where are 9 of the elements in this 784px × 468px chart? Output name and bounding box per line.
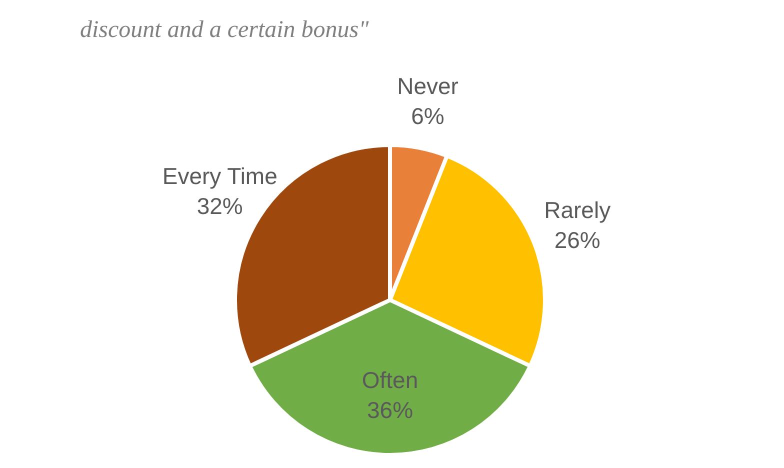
slice-label: Rarely [544,196,612,223]
slice-label: Often [362,367,418,394]
data-label: 26% [554,226,600,253]
data-label: 6% [411,103,444,130]
data-label: 36% [366,397,414,424]
chart-title: discount and a certain bonus" [80,17,370,43]
data-label: 32% [196,193,243,220]
slice-label: Every Time [162,163,278,190]
slice-label: Never [397,73,459,100]
